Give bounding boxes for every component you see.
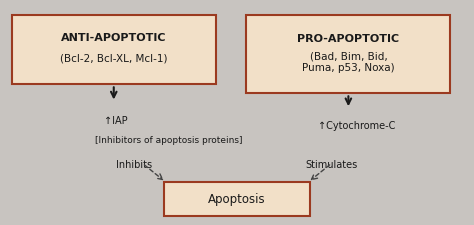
Text: Stimulates: Stimulates xyxy=(306,160,358,170)
FancyBboxPatch shape xyxy=(12,15,216,84)
Text: [Inhibitors of apoptosis proteins]: [Inhibitors of apoptosis proteins] xyxy=(95,136,242,145)
Text: ↑IAP: ↑IAP xyxy=(104,117,128,126)
Text: (Bcl-2, Bcl-XL, Mcl-1): (Bcl-2, Bcl-XL, Mcl-1) xyxy=(60,53,167,63)
Text: Inhibits: Inhibits xyxy=(116,160,152,170)
FancyBboxPatch shape xyxy=(246,15,450,93)
Text: ↑Cytochrome-C: ↑Cytochrome-C xyxy=(318,121,395,131)
Text: Apoptosis: Apoptosis xyxy=(208,193,266,206)
Text: PRO-APOPTOTIC: PRO-APOPTOTIC xyxy=(297,34,400,44)
Text: ANTI-APOPTOTIC: ANTI-APOPTOTIC xyxy=(61,33,166,43)
Text: (Bad, Bim, Bid,
Puma, p53, Noxa): (Bad, Bim, Bid, Puma, p53, Noxa) xyxy=(302,51,395,73)
FancyBboxPatch shape xyxy=(164,182,310,216)
